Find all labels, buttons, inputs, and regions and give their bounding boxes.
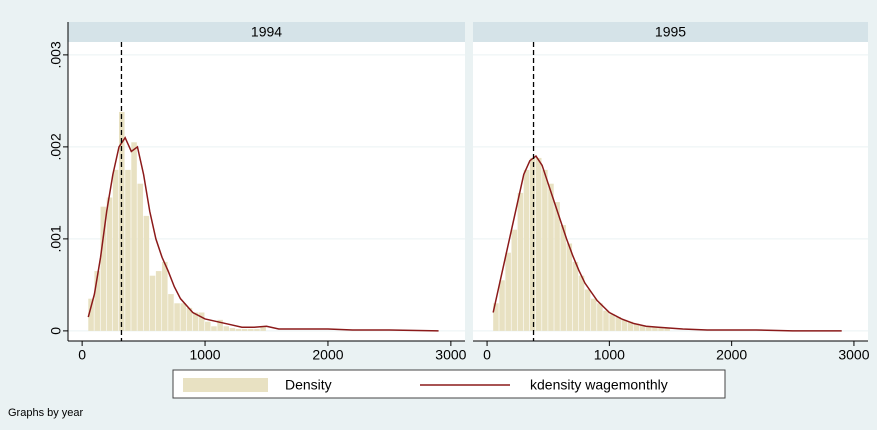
bar bbox=[229, 328, 236, 331]
bar bbox=[499, 280, 505, 331]
x-tick-label: 3000 bbox=[838, 347, 869, 363]
bar bbox=[566, 243, 573, 331]
bar bbox=[94, 271, 100, 331]
density-line bbox=[492, 155, 842, 332]
bar bbox=[658, 328, 664, 331]
bar bbox=[155, 271, 162, 331]
x-tick-label: 2000 bbox=[312, 347, 343, 363]
bar bbox=[584, 289, 591, 331]
bar bbox=[627, 321, 634, 331]
bar bbox=[511, 229, 518, 331]
bar bbox=[535, 157, 542, 331]
bar bbox=[664, 328, 670, 331]
bar bbox=[554, 202, 560, 331]
bar bbox=[603, 310, 609, 331]
bar bbox=[174, 303, 180, 331]
y-tick-label: .003 bbox=[48, 41, 64, 68]
x-tick-label: 2000 bbox=[716, 347, 747, 363]
bar bbox=[548, 183, 554, 331]
bar bbox=[517, 192, 524, 331]
bar bbox=[609, 314, 615, 331]
bar bbox=[106, 197, 113, 331]
legend-label: Density bbox=[285, 377, 332, 393]
bar bbox=[621, 319, 628, 331]
bar bbox=[633, 323, 640, 331]
bar bbox=[112, 169, 119, 331]
bar bbox=[168, 294, 174, 331]
bar bbox=[88, 298, 94, 331]
bar bbox=[578, 275, 585, 331]
bar bbox=[529, 157, 536, 331]
y-tick-label: 0 bbox=[48, 327, 64, 335]
x-tick-label: 0 bbox=[483, 347, 491, 363]
legend-label: kdensity wagemonthly bbox=[530, 377, 668, 393]
bar bbox=[211, 326, 217, 331]
y-tick-label: .001 bbox=[48, 225, 64, 252]
y-tick-label: .002 bbox=[48, 133, 64, 160]
bar bbox=[137, 183, 143, 331]
panel-title: 1995 bbox=[655, 24, 686, 40]
bar bbox=[505, 252, 511, 331]
bar bbox=[186, 307, 193, 331]
bar bbox=[560, 225, 566, 331]
bar bbox=[205, 321, 211, 331]
bar bbox=[180, 303, 187, 331]
bar bbox=[572, 261, 579, 331]
x-tick-label: 3000 bbox=[435, 347, 466, 363]
bar bbox=[131, 142, 137, 331]
bar bbox=[125, 169, 131, 331]
panel-header bbox=[68, 22, 465, 42]
bar bbox=[615, 317, 621, 331]
bar bbox=[639, 325, 646, 331]
bar bbox=[591, 298, 597, 331]
bar bbox=[162, 261, 168, 331]
x-tick-label: 1000 bbox=[594, 347, 625, 363]
bar bbox=[248, 329, 254, 331]
note: Graphs by year bbox=[8, 407, 84, 419]
bar bbox=[198, 312, 205, 331]
bar bbox=[241, 329, 248, 331]
bar bbox=[646, 326, 652, 331]
bar bbox=[542, 169, 548, 331]
legend-swatch bbox=[183, 378, 268, 392]
bar bbox=[260, 326, 266, 331]
bar bbox=[223, 326, 230, 331]
panel-header bbox=[473, 22, 868, 42]
bar bbox=[217, 319, 223, 331]
bar bbox=[235, 329, 242, 331]
panel-title: 1994 bbox=[251, 24, 282, 40]
x-tick-label: 0 bbox=[78, 347, 86, 363]
bar bbox=[100, 206, 107, 331]
x-tick-label: 1000 bbox=[189, 347, 220, 363]
bar bbox=[523, 169, 530, 331]
bar bbox=[192, 312, 199, 331]
bar bbox=[652, 327, 658, 331]
bar bbox=[597, 303, 603, 331]
bar bbox=[143, 215, 150, 331]
bar bbox=[493, 303, 499, 331]
bar bbox=[254, 329, 260, 331]
bar bbox=[149, 275, 156, 331]
density-line bbox=[87, 136, 439, 332]
